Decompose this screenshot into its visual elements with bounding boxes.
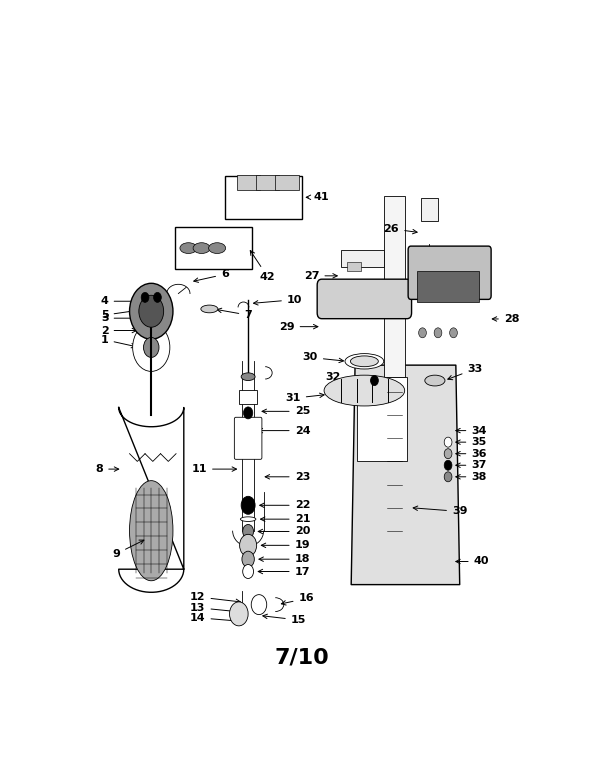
Bar (417, 272, 479, 302)
Ellipse shape (241, 373, 255, 380)
Circle shape (242, 525, 254, 539)
Text: 33: 33 (448, 364, 483, 379)
Ellipse shape (201, 305, 218, 313)
Bar (256, 175, 279, 190)
Text: 24: 24 (258, 425, 310, 435)
Circle shape (450, 328, 457, 338)
Circle shape (153, 292, 161, 302)
Circle shape (230, 602, 248, 626)
Circle shape (244, 407, 253, 419)
FancyBboxPatch shape (317, 279, 412, 319)
Circle shape (242, 565, 254, 578)
Text: 27: 27 (304, 271, 337, 281)
Text: 26: 26 (384, 224, 417, 234)
Circle shape (133, 324, 170, 371)
Text: 6: 6 (194, 269, 229, 282)
Circle shape (240, 534, 257, 556)
Bar (225, 177, 302, 219)
Ellipse shape (324, 375, 405, 406)
Text: 38: 38 (456, 472, 487, 482)
Text: 30: 30 (303, 353, 343, 363)
Text: 41: 41 (306, 192, 330, 202)
Bar (139, 315, 163, 361)
FancyBboxPatch shape (234, 417, 262, 459)
Text: 19: 19 (261, 540, 310, 550)
Circle shape (371, 376, 378, 386)
Circle shape (444, 461, 452, 470)
Ellipse shape (345, 353, 384, 369)
Ellipse shape (180, 243, 197, 253)
Text: 8: 8 (96, 464, 119, 474)
Text: 25: 25 (262, 406, 310, 416)
Circle shape (251, 594, 267, 614)
FancyBboxPatch shape (408, 246, 491, 299)
Text: 13: 13 (190, 603, 240, 614)
Circle shape (242, 552, 254, 567)
Text: 35: 35 (456, 437, 487, 448)
Ellipse shape (140, 327, 162, 334)
Circle shape (444, 472, 452, 482)
Text: 22: 22 (260, 500, 310, 510)
Bar (384, 196, 405, 376)
Circle shape (241, 496, 255, 514)
Bar (421, 198, 438, 221)
Circle shape (444, 437, 452, 447)
Text: 23: 23 (265, 472, 310, 482)
Text: 28: 28 (492, 314, 519, 324)
Text: 12: 12 (190, 592, 240, 604)
Text: 5: 5 (101, 308, 143, 320)
Text: 17: 17 (258, 567, 310, 577)
Bar (237, 175, 260, 190)
Text: 16: 16 (281, 594, 314, 605)
Circle shape (139, 285, 163, 317)
Circle shape (419, 328, 427, 338)
Circle shape (143, 337, 159, 357)
Text: 20: 20 (258, 526, 310, 536)
Ellipse shape (130, 480, 173, 581)
Circle shape (130, 283, 173, 339)
Polygon shape (119, 408, 184, 592)
Bar (276, 175, 299, 190)
Text: 42: 42 (250, 251, 276, 282)
Ellipse shape (193, 243, 210, 253)
Text: 10: 10 (254, 295, 302, 305)
Text: 29: 29 (279, 321, 318, 332)
Text: 21: 21 (261, 514, 310, 524)
Text: 7: 7 (217, 308, 252, 320)
Ellipse shape (350, 356, 378, 366)
Ellipse shape (143, 315, 159, 321)
Circle shape (444, 449, 452, 459)
Bar (348, 262, 361, 272)
Circle shape (244, 425, 253, 437)
Text: 11: 11 (192, 464, 237, 474)
Ellipse shape (425, 375, 445, 386)
Polygon shape (351, 365, 460, 584)
Text: 15: 15 (263, 614, 306, 625)
Text: 1: 1 (101, 335, 136, 348)
Text: 9: 9 (112, 540, 144, 558)
Text: 31: 31 (286, 393, 324, 403)
Text: 37: 37 (456, 461, 487, 470)
Bar (175, 226, 252, 269)
Text: 4: 4 (101, 296, 138, 306)
Text: 34: 34 (456, 425, 487, 435)
Bar (356, 376, 407, 461)
Bar (239, 390, 257, 404)
Text: 40: 40 (456, 556, 489, 567)
Text: 39: 39 (413, 506, 467, 516)
Text: 36: 36 (456, 449, 487, 459)
Ellipse shape (240, 517, 256, 522)
Text: 14: 14 (190, 613, 240, 623)
Bar (341, 250, 384, 267)
Ellipse shape (209, 243, 225, 253)
Circle shape (139, 295, 163, 327)
Circle shape (141, 292, 149, 302)
Text: 32: 32 (326, 372, 372, 382)
Text: 2: 2 (101, 325, 136, 336)
Text: 3: 3 (101, 313, 140, 323)
Circle shape (434, 328, 442, 338)
Text: 18: 18 (259, 554, 310, 565)
Text: 7/10: 7/10 (275, 647, 330, 667)
